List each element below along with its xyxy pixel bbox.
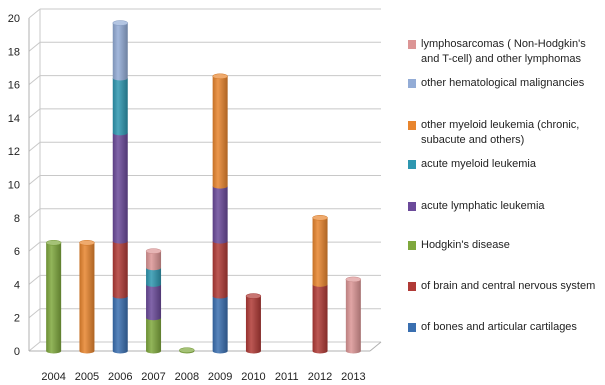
bar-cap [245,293,262,299]
bar-stack-2012 [312,215,328,354]
bar-segment [345,279,361,354]
legend-label: other myeloid leukemia (chronic, subacut… [421,119,580,146]
floor-edge [369,341,382,352]
bar-segment [146,251,162,271]
legend-swatch [408,79,416,88]
bar-segment [212,241,228,299]
x-tick-label: 2004 [41,371,65,383]
bar-cap [112,20,128,26]
gridline-side [28,175,41,185]
y-tick-label: 16 [8,80,20,92]
gridline-side [28,208,41,219]
bar-segment [146,284,162,321]
chart-legend: lymphosarcomas ( Non-Hodgkin's and T-cel… [408,0,605,385]
x-tick-label: 2010 [241,371,265,383]
x-tick-label: 2013 [341,371,365,383]
x-tick-label: 2007 [141,371,165,383]
y-tick-label: 6 [14,246,20,258]
x-tick-label: 2009 [208,371,232,383]
y-tick-label: 0 [14,346,20,358]
legend-swatch [408,282,416,291]
y-tick-label: 2 [14,313,20,325]
bar-segment [112,241,128,299]
bar-segment [245,296,261,354]
gridline-side [28,108,41,119]
y-tick-label: 4 [14,279,20,291]
gridline-side [28,8,41,19]
y-tick-label: 12 [8,146,20,158]
bar-stack-2008 [179,347,195,354]
y-tick-label: 10 [8,180,20,192]
legend-label: acute myeloid leukemia [421,158,536,170]
gridline-side [28,341,41,352]
bar-cap [212,73,228,80]
x-tick-label: 2005 [75,371,99,383]
bar-segment [79,242,95,354]
gridline-side [28,241,41,252]
legend-label: other hematological malignancies [421,77,585,89]
gridlines [28,8,381,352]
legend-swatch [408,40,416,49]
bar-segment [312,284,328,354]
bar-segment [146,317,162,354]
gridline-side [28,141,41,152]
legend-swatch [408,121,416,130]
legend-swatch [408,160,416,169]
bar-stack-2005 [79,240,95,354]
bar-cap [145,248,162,254]
bar-segment [112,22,128,81]
legend-swatch [408,202,416,211]
y-tick-label: 14 [8,113,20,125]
bar-stack-2013 [345,276,362,354]
bar-segment [212,76,228,189]
bar-segment [312,217,328,287]
stacked-bar-chart: 0 2 4 6 8 10 12 14 16 18 20 2004 2005 2006 2007 2008 200… [8,8,382,383]
bar-stack-2004 [45,240,62,354]
y-tick-label: 18 [8,46,20,58]
gridline-side [28,308,41,319]
legend-swatch [408,323,416,332]
legend-label: lymphosarcomas ( Non-Hodgkin's and T-cel… [421,38,586,65]
x-tick-label: 2006 [108,371,132,383]
bar-segment [46,242,62,354]
bar-cap [312,215,328,221]
bar-segment [112,296,128,354]
bar-segment [112,77,128,136]
legend-swatch [408,241,416,250]
bar-cap [179,347,195,353]
bar-cap [45,240,62,246]
bar-stack-2009 [212,73,228,354]
bar-cap [345,276,362,283]
bar-segment [146,267,162,287]
y-tick-label: 20 [8,13,20,25]
y-tick-label: 8 [14,213,20,225]
legend-label: of brain and central nervous system [421,280,596,292]
bar-cap [79,240,95,246]
bar-stack-2007 [145,248,162,354]
x-tick-label: 2012 [308,371,332,383]
x-tick-label: 2008 [175,371,199,383]
bar-stack-2006 [112,20,128,354]
bar-segment [212,296,228,354]
legend-label: Hodgkin's disease [421,239,510,251]
gridline-side [28,41,41,52]
x-tick-label: 2011 [275,371,299,383]
bar-segment [212,186,228,244]
legend-label: acute lymphatic leukemia [421,200,545,212]
gridline-side [28,275,41,285]
legend-label: of bones and articular cartilages [421,321,577,333]
gridline-side [28,75,41,85]
bar-stack-2010 [245,293,262,354]
bar-segment [112,132,128,244]
